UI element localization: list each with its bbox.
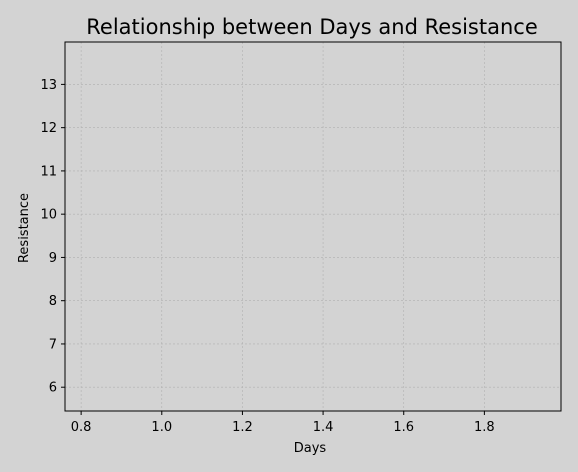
x-axis: 0.8 1.0 1.2 1.4 1.6 1.8 [71, 411, 495, 435]
y-tick-label: 11 [40, 164, 57, 179]
x-tick-label: 0.8 [71, 420, 92, 435]
y-tick-label: 10 [40, 208, 57, 223]
y-tick-label: 12 [40, 121, 57, 136]
x-axis-label: Days [294, 441, 327, 456]
grid [65, 42, 561, 411]
chart-title: Relationship between Days and Resistance [86, 15, 538, 39]
y-tick-label: 9 [49, 251, 57, 266]
y-tick-label: 8 [49, 294, 57, 309]
x-tick-label: 1.4 [313, 420, 334, 435]
y-tick-label: 13 [40, 78, 57, 93]
x-tick-label: 1.2 [232, 420, 253, 435]
y-tick-label: 6 [49, 381, 57, 396]
y-axis-label: Resistance [17, 193, 32, 263]
y-tick-label: 7 [49, 337, 57, 352]
plot-frame [64, 41, 562, 412]
x-tick-label: 1.6 [393, 420, 414, 435]
y-axis: 6 7 8 9 10 11 12 13 [40, 78, 65, 396]
x-tick-label: 1.0 [151, 420, 172, 435]
x-tick-label: 1.8 [474, 420, 495, 435]
